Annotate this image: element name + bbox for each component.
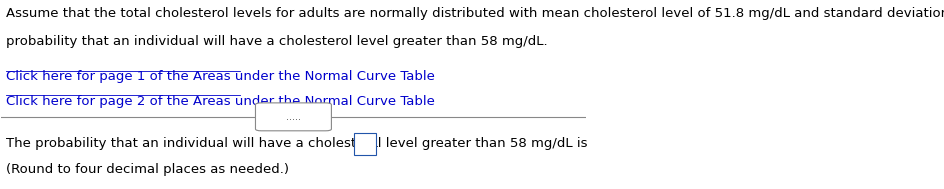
FancyBboxPatch shape	[353, 133, 376, 155]
Text: (Round to four decimal places as needed.): (Round to four decimal places as needed.…	[6, 163, 289, 176]
Text: Click here for page 1 of the Areas under the Normal Curve Table: Click here for page 1 of the Areas under…	[6, 70, 434, 83]
Text: Click here for page 2 of the Areas under the Normal Curve Table: Click here for page 2 of the Areas under…	[6, 94, 434, 108]
Text: .....: .....	[286, 112, 300, 122]
Text: probability that an individual will have a cholesterol level greater than 58 mg/: probability that an individual will have…	[6, 35, 548, 48]
FancyBboxPatch shape	[255, 103, 331, 131]
Text: .: .	[374, 137, 379, 150]
Text: Assume that the total cholesterol levels for adults are normally distributed wit: Assume that the total cholesterol levels…	[6, 7, 944, 20]
Text: The probability that an individual will have a cholesterol level greater than 58: The probability that an individual will …	[6, 137, 587, 150]
